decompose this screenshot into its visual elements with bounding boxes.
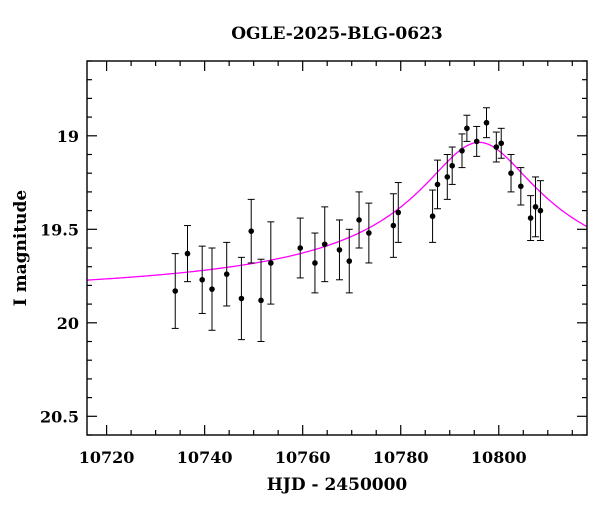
data-point [434,181,441,188]
data-point [532,204,539,210]
data-point [172,288,179,294]
data-point [508,170,514,176]
data-point [248,228,255,234]
data-point [321,241,328,248]
y-tick-label: 19 [57,127,79,146]
data-point [483,119,490,126]
data-points [171,107,544,342]
data-point [444,174,451,180]
data-point [356,217,362,223]
data-point [346,258,353,264]
data-point [518,183,524,190]
y-tick-label: 20 [57,314,79,333]
data-point [184,250,191,257]
data-point [258,297,264,304]
plot-frame [86,60,588,436]
x-axis-label: HJD - 2450000 [267,475,408,495]
data-point [473,138,480,145]
data-point [429,213,436,220]
data-point [459,147,465,154]
x-tick-label: 10780 [373,448,429,467]
data-point [336,247,343,253]
data-point [297,245,304,251]
data-point [312,260,318,266]
axis-ticks [87,60,587,436]
data-point [449,162,455,169]
y-tick-label: 19.5 [40,220,79,239]
y-axis-label: I magnitude [11,190,31,307]
data-point [390,222,397,229]
data-point [268,260,274,266]
data-point [366,230,372,236]
data-point [223,271,230,277]
x-tick-label: 10740 [177,448,233,467]
data-point [395,209,402,216]
data-point [493,144,500,150]
model-curve [87,141,587,281]
x-tick-label: 10800 [471,448,527,467]
x-tick-label: 10720 [79,448,135,467]
data-point [209,286,215,292]
chart-title: OGLE-2025-BLG-0623 [231,24,443,44]
data-point [464,125,470,132]
x-tick-label: 10760 [275,448,331,467]
y-tick-label: 20.5 [40,407,79,426]
data-point [527,215,534,221]
tick-labels: 10720 10740 10760 10780 10800 19 19.5 20 20.5 [40,127,527,467]
data-point [498,140,505,147]
model-line [87,141,587,281]
data-point [238,295,245,302]
data-point [537,207,544,214]
data-point [199,276,205,283]
